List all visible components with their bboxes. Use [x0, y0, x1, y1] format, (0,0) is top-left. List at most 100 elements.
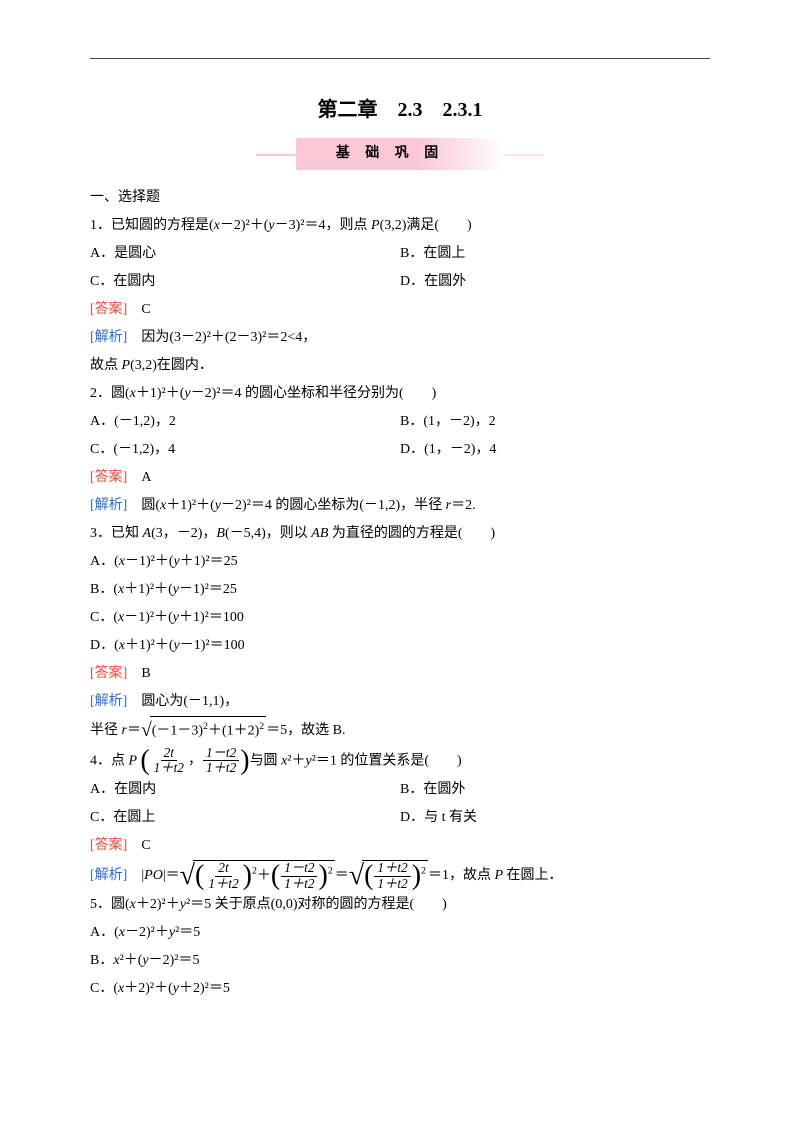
- q3-stem: 3．已知 A(3，－2)，B(－5,4)，则以 AB 为直径的圆的方程是( ): [90, 520, 710, 548]
- q4-answer: [答案] C: [90, 832, 710, 860]
- text: ＝5，故选 B.: [266, 723, 345, 738]
- answer-label: [答案]: [90, 470, 127, 485]
- var-ab: AB: [311, 526, 328, 541]
- sqrt-expr: √(1＋t21＋t2)2: [349, 860, 428, 891]
- answer-value: C: [141, 838, 150, 853]
- paren-right-icon: ): [243, 860, 252, 891]
- var-p: P: [129, 753, 141, 768]
- fraction: 2t1＋t2: [151, 746, 187, 776]
- q1-stem: 1．已知圆的方程是(x－2)²＋(y－3)²＝4，则点 P(3,2)满足( ): [90, 212, 710, 240]
- q3-option-c: C．(x－1)²＋(y＋1)²＝100: [90, 604, 710, 632]
- q3-option-a: A．(x－1)²＋(y＋1)²＝25: [90, 548, 710, 576]
- q5-option-b: B．x²＋(y－2)²＝5: [90, 947, 710, 975]
- comma: ，: [188, 747, 202, 775]
- text: (－1－3): [152, 724, 203, 739]
- text: －2)²＝4 的圆心坐标和半径分别为( ): [191, 386, 437, 401]
- plus: ＋: [257, 868, 271, 883]
- q5-stem: 5．圆(x＋2)²＋y²＝5 关于原点(0,0)对称的圆的方程是( ): [90, 891, 710, 919]
- text: －2)²＋(: [220, 218, 269, 233]
- q2-option-b: B．(1，－2)，2: [400, 408, 710, 436]
- var-po: PO: [144, 868, 163, 883]
- fraction: 1－t21＋t2: [281, 861, 317, 891]
- q1-option-b: B．在圆上: [400, 240, 710, 268]
- q1-option-d: D．在圆外: [400, 268, 710, 296]
- answer-label: [答案]: [90, 302, 127, 317]
- q3-option-d: D．(x＋1)²＋(y－1)²＝100: [90, 632, 710, 660]
- q1-option-c: C．在圆内: [90, 268, 400, 296]
- text: 与圆: [250, 753, 282, 768]
- text: (－5,4)，则以: [225, 526, 311, 541]
- q2-answer: [答案] A: [90, 464, 710, 492]
- text: ＋2)²＝5: [179, 981, 230, 996]
- sup: 2: [328, 866, 333, 877]
- answer-value: C: [141, 302, 150, 317]
- text: 5．圆(: [90, 897, 130, 912]
- q3-analysis-1: [解析] 圆心为(－1,1)，: [90, 688, 710, 716]
- text: －1)²＋(: [124, 610, 173, 625]
- var-p: P: [494, 868, 503, 883]
- numerator: 1－t2: [281, 861, 317, 877]
- q1-option-a: A．是圆心: [90, 240, 400, 268]
- denominator: 1＋t2: [281, 877, 317, 892]
- paren-left-icon: (: [140, 754, 149, 768]
- q2-stem: 2．圆(x＋1)²＋(y－2)²＝4 的圆心坐标和半径分别为( ): [90, 380, 710, 408]
- text: (3,2)满足( ): [380, 218, 472, 233]
- q1-analysis-1: [解析] 因为(3－2)²＋(2－3)²＝2<4，: [90, 324, 710, 352]
- var-p: P: [371, 218, 380, 233]
- paren-right-icon: ): [412, 860, 421, 891]
- numerator: 2t: [215, 861, 231, 877]
- text: ＋1)²＋(: [136, 386, 185, 401]
- sup: 2: [259, 721, 264, 732]
- denominator: 1＋t2: [203, 761, 239, 776]
- fraction: 1－t21＋t2: [203, 746, 239, 776]
- q3-answer: [答案] B: [90, 660, 710, 688]
- q2-option-d: D．(1，－2)，4: [400, 436, 710, 464]
- text: －2)²＝5: [149, 953, 200, 968]
- q4-options: A．在圆内 B．在圆外 C．在圆上 D．与 t 有关: [90, 776, 710, 832]
- analysis-label: [解析]: [90, 694, 127, 709]
- q2-option-c: C．(－1,2)，4: [90, 436, 400, 464]
- answer-label: [答案]: [90, 666, 127, 681]
- text: ²＝5: [175, 925, 200, 940]
- text: A．(: [90, 925, 119, 940]
- text: －2)²＝4 的圆心坐标为(－1,2)，半径: [221, 498, 446, 513]
- text: ²＝1 的位置关系是( ): [312, 753, 462, 768]
- text: ＋1)²＝100: [179, 610, 244, 625]
- text: B．: [90, 953, 113, 968]
- analysis-label: [解析]: [90, 868, 127, 883]
- text: －1)²＝100: [180, 638, 245, 653]
- text: 故点: [90, 358, 122, 373]
- analysis-label: [解析]: [90, 498, 127, 513]
- text: ²＋(: [120, 953, 143, 968]
- q3-analysis-2: 半径 r＝√(－1－3)2＋(1＋2)2＝5，故选 B.: [90, 716, 710, 746]
- answer-label: [答案]: [90, 838, 127, 853]
- chapter-title: 第二章 2.3 2.3.1: [90, 90, 710, 130]
- analysis-text: 因为(3－2)²＋(2－3)²＝2<4，: [141, 330, 316, 345]
- sqrt-expr: √(－1－3)2＋(1＋2)2: [141, 716, 266, 746]
- text: 3．已知: [90, 526, 143, 541]
- numerator: 1－t2: [203, 746, 239, 762]
- analysis-label: [解析]: [90, 330, 127, 345]
- paren-left-icon: (: [271, 860, 280, 891]
- q4-stem: 4．点 P (2t1＋t2，1－t21＋t2)与圆 x²＋y²＝1 的位置关系是…: [90, 746, 710, 776]
- sup: 2: [421, 866, 426, 877]
- var-p: P: [122, 358, 131, 373]
- header-rule: [90, 58, 710, 59]
- point-coords: (2t1＋t2，1－t21＋t2): [140, 746, 249, 776]
- var-a: A: [143, 526, 152, 541]
- text: 4．点: [90, 753, 129, 768]
- denominator: 1＋t2: [374, 877, 410, 892]
- text: 2．圆(: [90, 386, 130, 401]
- answer-value: A: [141, 470, 151, 485]
- numerator: 1＋t2: [374, 861, 410, 877]
- q3-option-b: B．(x＋1)²＋(y－1)²＝25: [90, 576, 710, 604]
- fraction: 1＋t21＋t2: [374, 861, 410, 891]
- q5-option-a: A．(x－2)²＋y²＝5: [90, 919, 710, 947]
- paren-right-icon: ): [240, 754, 249, 768]
- text: ＋1)²＋(: [124, 582, 173, 597]
- text: D．(: [90, 638, 119, 653]
- q2-analysis: [解析] 圆(x＋1)²＋(y－2)²＝4 的圆心坐标为(－1,2)，半径 r＝…: [90, 492, 710, 520]
- q1-analysis-2: 故点 P(3,2)在圆内．: [90, 352, 710, 380]
- q4-option-c: C．在圆上: [90, 804, 400, 832]
- q4-option-b: B．在圆外: [400, 776, 710, 804]
